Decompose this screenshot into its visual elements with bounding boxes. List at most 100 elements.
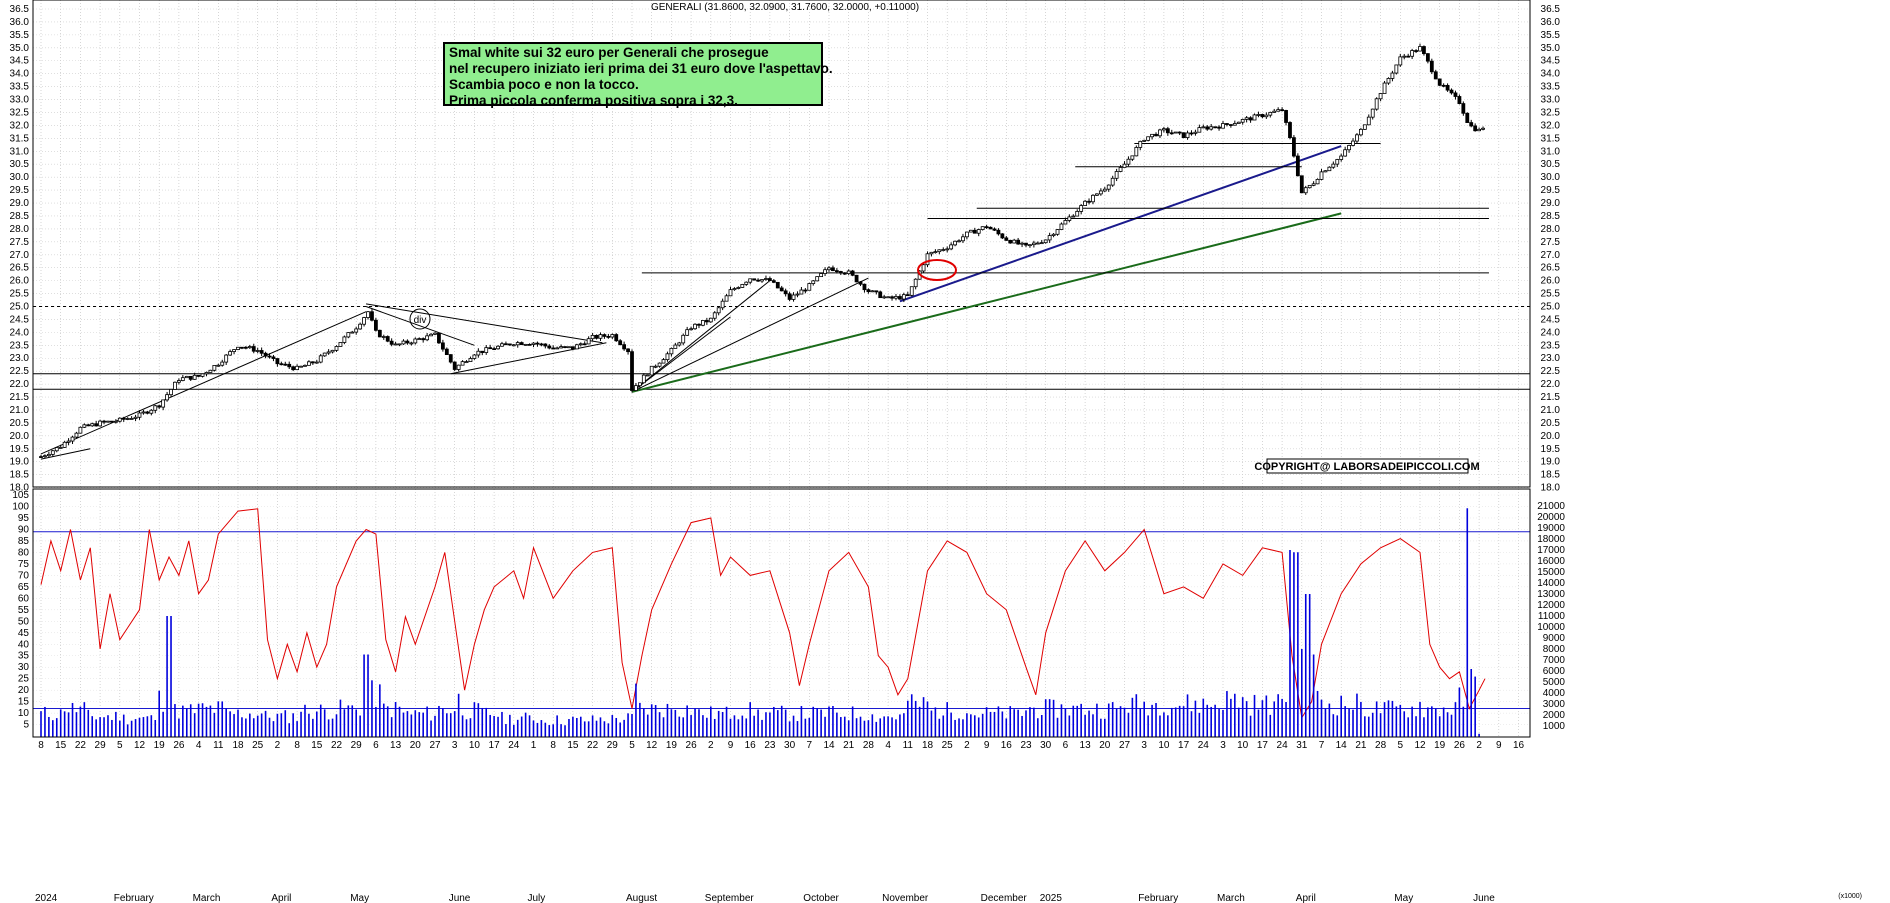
price-tick-left: 36.5 <box>10 4 30 15</box>
candle-body <box>275 358 280 365</box>
candle-body <box>1114 171 1119 179</box>
candle-body <box>1355 134 1359 142</box>
x-month-label: April <box>1296 893 1316 903</box>
candle-body <box>409 342 414 345</box>
osc-tick-left: 70 <box>18 570 30 581</box>
candle-body <box>1284 110 1288 123</box>
candle-body <box>1087 200 1091 203</box>
candle-body <box>1276 109 1281 112</box>
x-tick-label: 19 <box>666 740 678 751</box>
candle-body <box>1288 122 1292 139</box>
candle-body <box>50 450 55 455</box>
price-tick-right: 26.0 <box>1541 276 1561 287</box>
candle-body <box>846 270 851 275</box>
price-tick-left: 29.5 <box>10 185 30 196</box>
price-tick-left: 28.0 <box>10 224 30 235</box>
x-tick-label: 25 <box>942 740 954 751</box>
osc-tick-left: 25 <box>18 674 30 685</box>
div-marker <box>409 308 431 330</box>
trend-line <box>40 311 367 455</box>
candle-body <box>866 289 871 293</box>
candle-body <box>1154 133 1158 137</box>
candle-body <box>362 317 366 325</box>
candle-body <box>1398 56 1403 66</box>
candle-body <box>86 424 91 427</box>
x-tick-label: 4 <box>885 740 891 751</box>
volume-tick-right: 15000 <box>1537 567 1565 578</box>
price-tick-left: 23.0 <box>10 353 30 364</box>
candle-body <box>1465 112 1470 123</box>
candle-body <box>291 366 296 371</box>
candle-body <box>405 340 410 344</box>
candle-body <box>602 334 607 337</box>
x-tick-label: 31 <box>1296 740 1308 751</box>
x-tick-label: 6 <box>373 740 379 751</box>
candle-body <box>1035 242 1040 245</box>
price-tick-right: 34.0 <box>1541 69 1561 80</box>
candle-body <box>1106 184 1111 190</box>
candle-body <box>1118 167 1123 172</box>
candle-body <box>1394 64 1399 74</box>
x-tick-label: 13 <box>390 740 402 751</box>
x-tick-label: 2 <box>275 740 281 751</box>
volume-tick-right: 12000 <box>1537 600 1565 611</box>
price-tick-right: 19.0 <box>1541 457 1561 468</box>
candle-body <box>184 375 189 379</box>
x-tick-label: 4 <box>196 740 202 751</box>
price-tick-right: 21.5 <box>1541 392 1561 403</box>
candle-body <box>1461 103 1466 114</box>
candle-body <box>610 334 615 338</box>
candle-body <box>125 418 130 420</box>
candle-body <box>905 294 910 297</box>
candle-body <box>1327 166 1332 172</box>
candle-body <box>1028 244 1032 247</box>
volume-tick-right: 16000 <box>1537 556 1565 567</box>
trend-line <box>450 342 607 375</box>
candle-body <box>760 279 764 282</box>
x-month-label: May <box>1394 893 1413 903</box>
x-month-label: July <box>528 893 546 903</box>
osc-tick-left: 100 <box>12 502 29 513</box>
candle-body <box>1098 190 1103 195</box>
x-tick-label: 1 <box>531 740 537 751</box>
rsi-line <box>40 508 1486 720</box>
price-tick-right: 24.0 <box>1541 327 1561 338</box>
price-tick-left: 27.5 <box>10 237 30 248</box>
volume-tick-right: 5000 <box>1543 677 1566 688</box>
chart-title: GENERALI (31.8600, 32.0900, 31.7600, 32.… <box>651 2 919 13</box>
candle-body <box>346 332 351 338</box>
candle-body <box>803 289 808 292</box>
x-tick-label: 2 <box>964 740 970 751</box>
candle-body <box>626 348 630 353</box>
price-tick-left: 20.5 <box>10 418 30 429</box>
candle-body <box>496 345 500 350</box>
x-tick-label: 17 <box>1257 740 1269 751</box>
candle-body <box>764 278 768 280</box>
price-tick-left: 25.5 <box>10 289 30 300</box>
x-tick-label: 3 <box>452 740 458 751</box>
candle-body <box>874 290 879 293</box>
candle-body <box>1008 239 1013 244</box>
candle-body <box>464 361 469 364</box>
candle-body <box>728 289 733 297</box>
x-tick-label: 12 <box>134 740 146 751</box>
candle-body <box>1362 124 1367 130</box>
x-month-label: 2025 <box>1040 893 1063 903</box>
candle-body <box>1445 84 1450 91</box>
candle-body <box>1366 116 1371 126</box>
x-tick-label: 21 <box>843 740 855 751</box>
osc-tick-left: 10 <box>18 708 30 719</box>
candle-body <box>925 253 930 266</box>
candle-body <box>421 338 426 341</box>
candle-body <box>401 340 406 345</box>
x-tick-label: 15 <box>311 740 323 751</box>
candle-body <box>783 290 788 295</box>
x-tick-label: 29 <box>351 740 363 751</box>
candle-body <box>1481 127 1485 130</box>
candle-body <box>968 229 973 233</box>
note-line-4: Prima piccola conferma positiva sopra i … <box>449 93 738 108</box>
price-tick-right: 30.5 <box>1541 159 1561 170</box>
candle-body <box>1323 170 1328 173</box>
x-tick-label: 29 <box>95 740 107 751</box>
candle-body <box>1402 55 1407 58</box>
